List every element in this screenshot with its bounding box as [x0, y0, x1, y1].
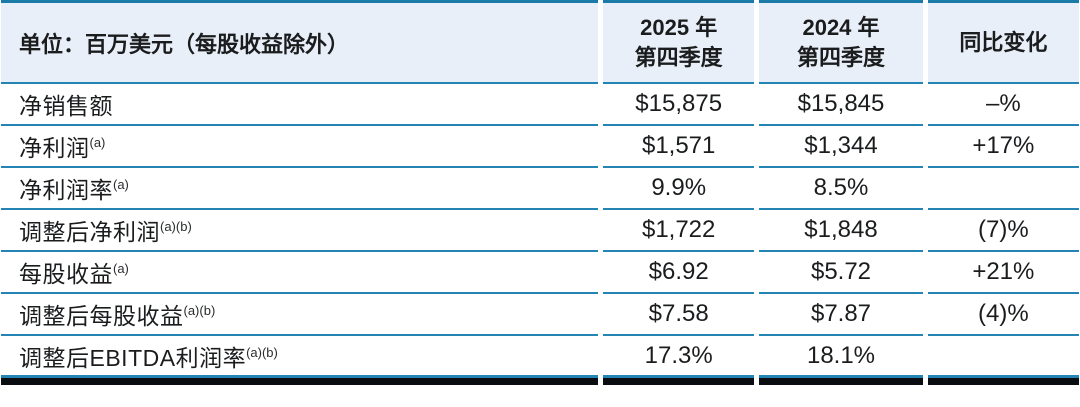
bottom-bar-segment	[603, 378, 755, 385]
value-q4-2025: $6.92	[603, 252, 755, 294]
header-q4-2024-year: 2024 年	[802, 14, 880, 40]
table-header-row: 单位：百万美元（每股收益除外） 2025 年 第四季度 2024 年 第四季度 …	[1, 0, 1079, 84]
row-label: 调整后EBITDA利润率(a)(b)	[1, 336, 599, 378]
header-q4-2025-year: 2025 年	[640, 14, 718, 40]
value-q4-2024: $7.87	[759, 294, 923, 336]
footnote-marker: (a)(b)	[183, 303, 216, 318]
footnote-marker: (a)	[89, 135, 106, 150]
footnote-marker: (a)(b)	[160, 219, 192, 234]
value-q4-2025: $15,875	[603, 84, 755, 126]
row-label-text: 净销售额	[19, 93, 113, 119]
row-label: 调整后净利润(a)(b)	[1, 210, 599, 252]
value-q4-2024: $1,848	[759, 210, 923, 252]
row-label-text: 调整后每股收益	[19, 303, 184, 329]
footnote-marker: (a)	[113, 177, 129, 192]
value-q4-2024: 8.5%	[759, 168, 923, 210]
bottom-bar-segment	[927, 378, 1079, 385]
table-row-net-margin: 净利润率(a) 9.9% 8.5%	[1, 168, 1079, 210]
row-label-text: 每股收益	[19, 261, 113, 287]
value-q4-2025: $1,722	[603, 210, 755, 252]
value-q4-2025: 9.9%	[603, 168, 755, 210]
header-q4-2025-quarter: 第四季度	[634, 44, 723, 70]
table-row-net-income: 净利润(a) $1,571 $1,344 +17%	[1, 126, 1079, 168]
value-yoy: –%	[927, 84, 1079, 126]
header-q4-2024: 2024 年 第四季度	[759, 0, 923, 84]
table-row-adjusted-net-income: 调整后净利润(a)(b) $1,722 $1,848 (7)%	[1, 210, 1079, 252]
value-yoy: +17%	[927, 126, 1079, 168]
table-row-adjusted-ebitda-margin: 调整后EBITDA利润率(a)(b) 17.3% 18.1%	[1, 336, 1079, 378]
table-row-eps: 每股收益(a) $6.92 $5.72 +21%	[1, 252, 1079, 294]
value-q4-2024: $15,845	[759, 84, 923, 126]
value-yoy	[927, 336, 1079, 378]
value-q4-2024: 18.1%	[759, 336, 923, 378]
footnote-marker: (a)	[113, 261, 129, 276]
footnote-marker: (a)(b)	[246, 344, 278, 360]
header-yoy-change: 同比变化	[927, 0, 1079, 84]
bottom-bar-segment	[1, 378, 599, 385]
value-yoy: (7)%	[927, 210, 1079, 252]
row-label-text: 调整后净利润	[19, 219, 160, 245]
row-label-text: 净利润率	[19, 177, 113, 203]
table-row-adjusted-eps: 调整后每股收益(a)(b) $7.58 $7.87 (4)%	[1, 294, 1079, 336]
row-label: 每股收益(a)	[1, 252, 599, 294]
row-label: 净销售额	[1, 84, 599, 126]
quarterly-results-table: 单位：百万美元（每股收益除外） 2025 年 第四季度 2024 年 第四季度 …	[1, 0, 1079, 385]
value-yoy	[927, 168, 1079, 210]
value-yoy: (4)%	[927, 294, 1079, 336]
row-label-text: 净利润	[19, 135, 90, 161]
value-q4-2024: $1,344	[759, 126, 923, 168]
value-q4-2024: $5.72	[759, 252, 923, 294]
header-q4-2024-quarter: 第四季度	[796, 44, 885, 70]
bottom-accent-bar	[1, 378, 1079, 385]
header-q4-2025: 2025 年 第四季度	[603, 0, 755, 84]
value-q4-2025: 17.3%	[603, 336, 755, 378]
value-q4-2025: $1,571	[603, 126, 755, 168]
value-yoy: +21%	[927, 252, 1079, 294]
row-label: 净利润率(a)	[1, 168, 599, 210]
row-label: 净利润(a)	[1, 126, 599, 168]
header-unit-label: 单位：百万美元（每股收益除外）	[1, 0, 599, 84]
row-label: 调整后每股收益(a)(b)	[1, 294, 599, 336]
row-label-text: 调整后EBITDA利润率	[19, 344, 247, 371]
bottom-bar-segment	[759, 378, 923, 385]
value-q4-2025: $7.58	[603, 294, 755, 336]
table-row-net-sales: 净销售额 $15,875 $15,845 –%	[1, 84, 1079, 126]
